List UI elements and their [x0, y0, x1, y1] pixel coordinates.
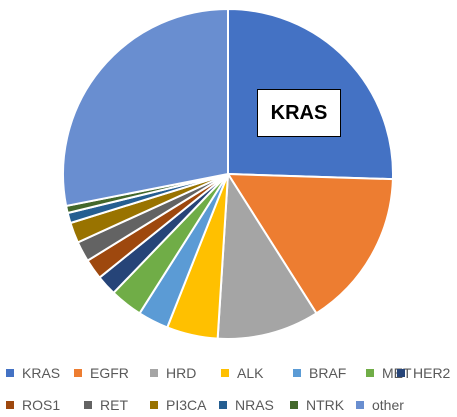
- kras-slice-label: KRAS: [257, 89, 341, 137]
- pie-slice-other: [62, 7, 229, 208]
- pie-slice-hrd: [216, 170, 318, 340]
- pie-slice-egfr: [226, 172, 394, 315]
